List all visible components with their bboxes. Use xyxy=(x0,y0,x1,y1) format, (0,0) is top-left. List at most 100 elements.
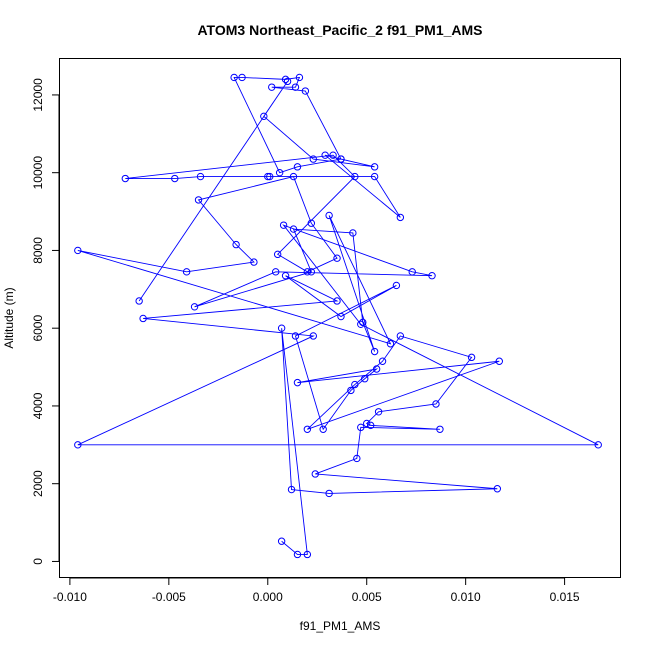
data-point xyxy=(238,73,246,82)
data-point xyxy=(374,408,383,416)
data-point xyxy=(293,550,302,559)
data-point xyxy=(351,172,359,181)
x-tick-label: -0.005 xyxy=(152,590,186,604)
x-axis-label: f91_PM1_AMS xyxy=(300,619,381,633)
data-point xyxy=(277,537,286,545)
chart-title: ATOM3 Northeast_Pacific_2 f91_PM1_AMS xyxy=(197,22,482,38)
data-point xyxy=(594,441,602,449)
data-point xyxy=(291,332,300,340)
data-point xyxy=(309,155,317,163)
data-point xyxy=(264,172,272,181)
data-point xyxy=(293,378,302,387)
data-point xyxy=(357,320,365,328)
data-point xyxy=(301,87,310,95)
data-point xyxy=(271,268,280,276)
y-tick-label: 8000 xyxy=(31,237,45,264)
data-point xyxy=(277,324,286,332)
data-point xyxy=(289,225,298,233)
data-point xyxy=(337,312,345,321)
data-point xyxy=(325,489,333,498)
data-point xyxy=(329,151,337,159)
y-tick-label: 0 xyxy=(31,558,45,565)
y-axis-label: Altitude (m) xyxy=(2,287,16,348)
data-point xyxy=(74,246,82,255)
data-point xyxy=(359,318,367,327)
data-point xyxy=(333,254,341,262)
x-tick-label: 0.010 xyxy=(451,590,481,604)
data-point xyxy=(289,172,298,181)
data-point xyxy=(182,268,191,276)
data-point xyxy=(436,425,444,433)
series-points xyxy=(74,73,602,559)
data-point xyxy=(396,332,405,340)
x-tick-label: 0.000 xyxy=(253,590,283,604)
data-point xyxy=(493,485,502,493)
y-axis: 0 2000 4000 6000 8000 10000 12000 xyxy=(31,78,60,565)
data-point xyxy=(408,268,416,276)
data-point xyxy=(250,258,258,266)
data-point xyxy=(303,268,312,276)
data-point xyxy=(232,240,240,249)
x-tick-label: -0.010 xyxy=(53,590,87,604)
y-tick-label: 2000 xyxy=(31,470,45,497)
y-tick-label: 6000 xyxy=(31,315,45,342)
data-point xyxy=(268,83,276,91)
data-point xyxy=(467,353,476,362)
data-point xyxy=(303,425,312,433)
data-point xyxy=(266,172,274,181)
y-tick-label: 12000 xyxy=(31,78,45,112)
data-point xyxy=(309,332,317,340)
data-point xyxy=(337,155,345,163)
data-point xyxy=(311,470,319,478)
data-point xyxy=(321,151,329,159)
data-point xyxy=(325,211,333,220)
data-point xyxy=(293,163,302,171)
data-point xyxy=(357,423,365,432)
data-point xyxy=(370,163,379,171)
data-point xyxy=(281,75,290,84)
x-tick-label: 0.005 xyxy=(352,590,382,604)
data-point xyxy=(196,172,205,181)
data-point xyxy=(291,83,300,91)
data-point xyxy=(283,77,292,86)
data-point xyxy=(347,386,355,395)
data-point xyxy=(74,441,82,449)
data-point xyxy=(495,357,503,365)
data-point xyxy=(273,250,282,259)
data-point xyxy=(190,303,199,311)
data-point xyxy=(392,281,401,290)
data-point xyxy=(432,400,440,408)
data-point xyxy=(135,297,143,305)
data-point xyxy=(295,73,304,82)
data-point xyxy=(361,375,369,383)
data-point xyxy=(303,550,312,559)
data-point xyxy=(370,347,379,356)
data-point xyxy=(366,421,375,430)
data-point xyxy=(307,219,316,227)
data-point xyxy=(333,297,341,305)
data-point xyxy=(353,454,361,463)
data-point xyxy=(287,485,296,494)
data-point xyxy=(396,213,405,222)
data-point xyxy=(363,419,371,428)
data-point xyxy=(194,196,203,204)
data-point xyxy=(275,168,284,177)
data-point xyxy=(279,221,288,229)
data-point xyxy=(351,380,359,389)
data-point xyxy=(307,268,316,276)
data-point xyxy=(121,174,130,183)
data-point xyxy=(171,174,179,183)
data-point xyxy=(281,272,290,280)
x-tick-label: 0.015 xyxy=(550,590,580,604)
data-point xyxy=(386,340,395,348)
y-tick-label: 10000 xyxy=(31,156,45,190)
data-point xyxy=(378,357,387,365)
y-tick-label: 4000 xyxy=(31,392,45,419)
data-point xyxy=(319,425,327,433)
data-point xyxy=(349,229,357,237)
data-point xyxy=(230,73,238,82)
data-point xyxy=(260,112,268,121)
